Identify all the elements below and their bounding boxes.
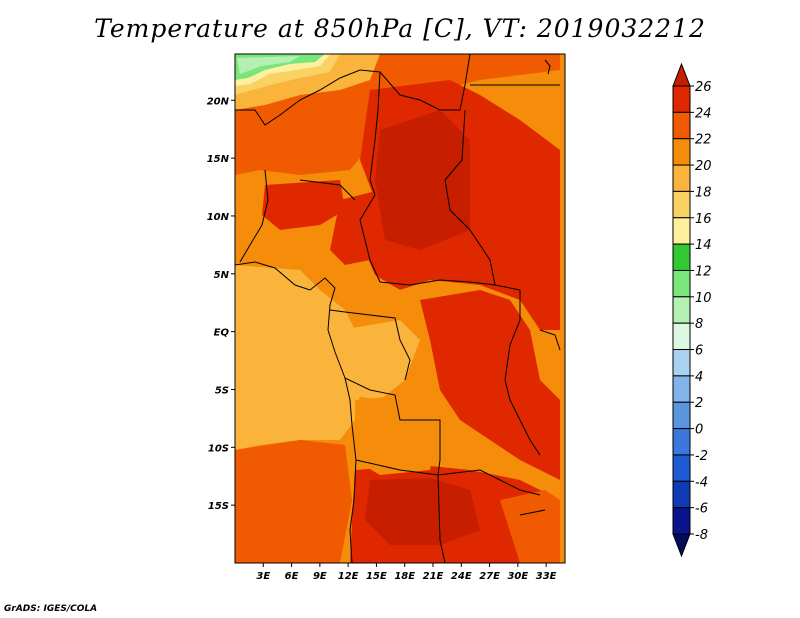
colorbar-box [672, 349, 691, 377]
field-southwest-ocean [235, 440, 352, 563]
map-frame [234, 53, 566, 564]
temperature-field [235, 54, 565, 563]
westafrica-border [239, 169, 269, 263]
colorbar-label: -8 [695, 528, 708, 543]
colorbar-label: 26 [695, 80, 712, 95]
field-nigeria-hot [262, 180, 345, 230]
colorbar-box [672, 401, 691, 430]
x-tick-label: 12E [338, 571, 359, 582]
colorbar-box [672, 85, 691, 113]
x-tick-label: 15E [366, 571, 387, 582]
colorbar-label: -4 [695, 475, 708, 490]
country-borders [235, 54, 561, 563]
x-tick-label: 24E [451, 571, 472, 582]
colorbar-box [672, 217, 691, 245]
y-tick-label: 10N [207, 212, 230, 223]
y-tick-label: EQ [214, 328, 230, 339]
west-coastline [235, 261, 357, 563]
field-west-warm [235, 265, 360, 450]
y-tick-label: 5N [214, 270, 230, 281]
field-southeast [500, 490, 560, 563]
x-tick-label: 30E [507, 571, 528, 582]
field-east-hot [420, 290, 560, 480]
x-tick-label: 3E [256, 571, 270, 582]
congo-gabon-border [329, 309, 411, 381]
colorbar-box [672, 322, 691, 351]
chad-niger-border [359, 71, 381, 283]
y-tick-label: 10S [208, 443, 229, 454]
colorbar-label: 2 [695, 396, 703, 411]
chad-sudan-border [444, 109, 496, 286]
colorbar-label: 12 [695, 264, 712, 279]
colorbar-label: 6 [695, 344, 703, 359]
latitude-ticks: 20N 15N 10N 5N EQ 5S 10S 15S [207, 96, 235, 512]
colorbar-box [672, 454, 691, 482]
zambia-border [437, 469, 541, 496]
colorbar-label: 22 [695, 133, 712, 148]
colorbar-label: 8 [695, 317, 703, 332]
longitude-ticks: 3E 6E 9E 12E 15E 18E 21E 24E 27E 30E 33E [256, 563, 557, 582]
colorbar-box [672, 296, 691, 324]
colorbar-label: 10 [695, 291, 712, 306]
colorbar-box [672, 480, 691, 509]
colorbar-label: 24 [695, 106, 712, 121]
lake-victoria-shore [539, 329, 561, 351]
colorbar-box [672, 190, 691, 219]
north-borders [235, 54, 471, 126]
malawi-fragment [519, 509, 546, 516]
colorbar-label: 20 [695, 159, 712, 174]
colorbar-box [672, 375, 691, 403]
x-tick-label: 6E [285, 571, 299, 582]
colorbar-top-triangle [672, 62, 691, 87]
y-tick-label: 20N [207, 96, 230, 107]
map-title: Temperature at 850hPa [C], VT: 201903221… [94, 14, 706, 43]
y-tick-label: 15N [207, 154, 230, 165]
y-tick-label: 5S [215, 385, 229, 396]
colorbar-box [672, 269, 691, 298]
x-tick-label: 18E [394, 571, 415, 582]
colorbar-label: 0 [695, 423, 703, 438]
colorbar-box [672, 164, 691, 192]
colorbar-label: -6 [695, 502, 708, 517]
colorbar-box [672, 138, 691, 166]
field-namibia-hot [365, 478, 480, 545]
x-tick-label: 27E [479, 571, 500, 582]
colorbar-box [672, 111, 691, 140]
colorbar-label: -2 [695, 449, 708, 464]
x-tick-label: 21E [423, 571, 444, 582]
car-southern-border [379, 279, 521, 291]
colorbar-bottom-triangle [672, 533, 691, 558]
colorbar-label: 4 [695, 370, 703, 385]
field-angola-plateau [355, 395, 440, 475]
colorbar-box [672, 428, 691, 456]
field-chad-hot [375, 110, 470, 250]
east-rift-borders [504, 290, 541, 456]
colorbar-label: 14 [695, 238, 712, 253]
colorbar-box [672, 243, 691, 271]
field-nw-lightgreen [237, 56, 300, 74]
colorbar-box [672, 507, 691, 535]
nigeria-north-border [299, 179, 356, 201]
x-tick-label: 33E [536, 571, 557, 582]
drc-angola-border [344, 377, 441, 476]
nile-fragment [544, 59, 551, 75]
grads-credit: GrADS: IGES/COLA [4, 604, 98, 614]
y-tick-label: 15S [208, 501, 229, 512]
x-tick-label: 9E [313, 571, 327, 582]
colorbar-label: 16 [695, 212, 712, 227]
colorbar-label: 18 [695, 185, 712, 200]
